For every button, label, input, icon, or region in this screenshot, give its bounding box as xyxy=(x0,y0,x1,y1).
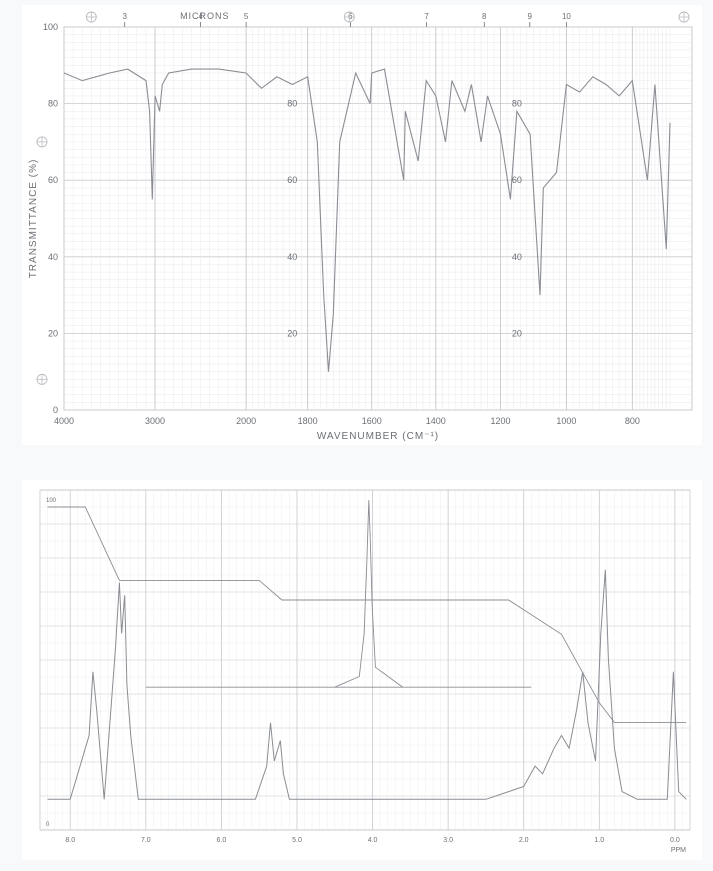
svg-text:1000: 1000 xyxy=(556,416,576,426)
svg-text:80: 80 xyxy=(48,99,58,109)
svg-text:20: 20 xyxy=(512,328,522,338)
svg-text:0.0: 0.0 xyxy=(670,837,680,844)
svg-text:5.0: 5.0 xyxy=(292,837,302,844)
page: 0 20 40 60 80 100 20 20 40 40 60 60 80 80 4000 3000 2000… xyxy=(0,0,713,871)
svg-text:100: 100 xyxy=(46,498,57,504)
svg-text:7: 7 xyxy=(424,12,429,21)
svg-text:4000: 4000 xyxy=(54,416,74,426)
svg-text:60: 60 xyxy=(287,175,297,185)
svg-text:10: 10 xyxy=(562,12,571,21)
svg-text:20: 20 xyxy=(48,328,58,338)
svg-text:40: 40 xyxy=(512,252,522,262)
nmr-spectrum-chart: 8.07.06.05.04.03.02.01.00.0PPM1000 xyxy=(22,480,702,860)
ir-svg: 0 20 40 60 80 100 20 20 40 40 60 60 80 80 4000 3000 2000… xyxy=(22,5,702,445)
svg-text:2000: 2000 xyxy=(236,416,256,426)
svg-text:1200: 1200 xyxy=(490,416,510,426)
svg-text:80: 80 xyxy=(512,99,522,109)
svg-text:20: 20 xyxy=(287,328,297,338)
svg-text:80: 80 xyxy=(287,99,297,109)
svg-text:3: 3 xyxy=(122,12,127,21)
svg-text:0: 0 xyxy=(53,405,58,415)
svg-text:40: 40 xyxy=(48,252,58,262)
svg-text:60: 60 xyxy=(512,175,522,185)
svg-text:3.0: 3.0 xyxy=(443,837,453,844)
svg-text:1400: 1400 xyxy=(426,416,446,426)
nmr-svg: 8.07.06.05.04.03.02.01.00.0PPM1000 xyxy=(22,480,702,860)
svg-text:1.0: 1.0 xyxy=(594,837,604,844)
svg-text:60: 60 xyxy=(48,175,58,185)
svg-text:2.0: 2.0 xyxy=(519,837,529,844)
ir-spectrum-chart: 0 20 40 60 80 100 20 20 40 40 60 60 80 80 4000 3000 2000… xyxy=(22,5,702,445)
svg-text:100: 100 xyxy=(43,22,58,32)
svg-text:40: 40 xyxy=(287,252,297,262)
svg-text:4.0: 4.0 xyxy=(368,837,378,844)
svg-text:PPM: PPM xyxy=(671,847,686,854)
svg-text:1800: 1800 xyxy=(298,416,318,426)
svg-text:7.0: 7.0 xyxy=(141,837,151,844)
svg-text:TRANSMITTANCE (%): TRANSMITTANCE (%) xyxy=(28,159,39,279)
svg-text:5: 5 xyxy=(244,12,249,21)
svg-text:800: 800 xyxy=(625,416,640,426)
svg-text:1600: 1600 xyxy=(362,416,382,426)
svg-text:6.0: 6.0 xyxy=(217,837,227,844)
svg-text:8: 8 xyxy=(482,12,487,21)
svg-text:8.0: 8.0 xyxy=(65,837,75,844)
svg-text:WAVENUMBER (CM⁻¹): WAVENUMBER (CM⁻¹) xyxy=(317,431,439,442)
svg-text:9: 9 xyxy=(528,12,533,21)
svg-text:MICRONS: MICRONS xyxy=(180,11,230,21)
svg-text:3000: 3000 xyxy=(145,416,165,426)
